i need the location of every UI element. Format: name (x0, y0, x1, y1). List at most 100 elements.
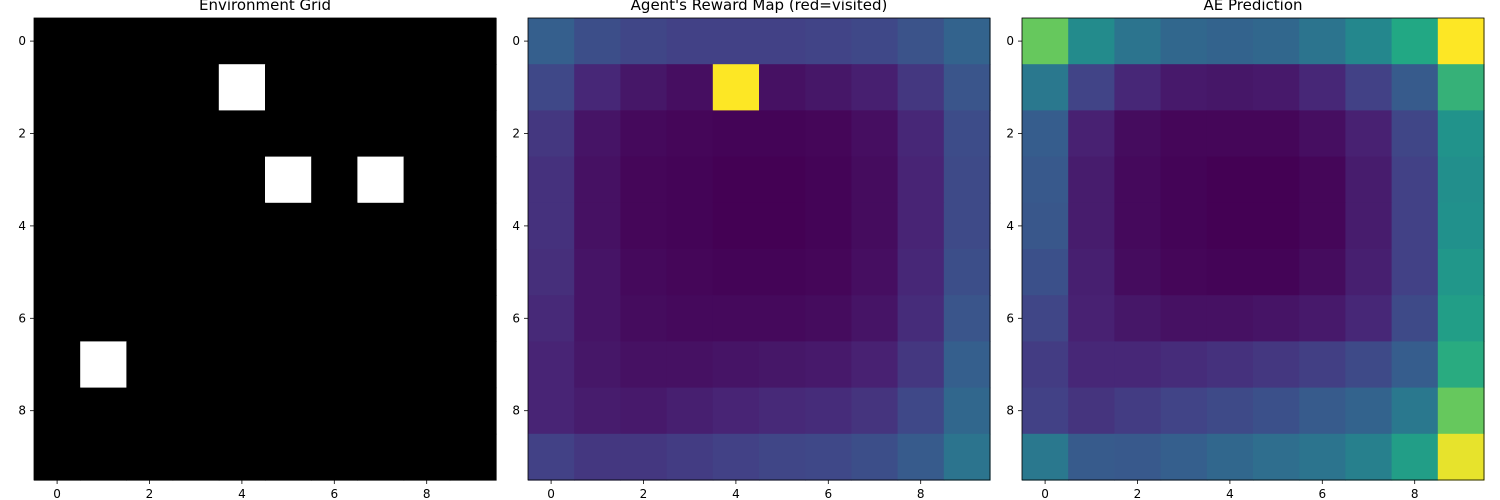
heatmap-cell (357, 110, 405, 158)
heatmap-cell (1299, 18, 1346, 65)
heatmap-cell (1206, 387, 1254, 435)
x-tick-label: 0 (547, 487, 555, 500)
y-tick-label: 8 (1006, 404, 1014, 418)
heatmap-cell (759, 341, 806, 389)
heatmap-cell (574, 295, 621, 342)
heatmap-cell (666, 433, 714, 481)
heatmap-cell (357, 433, 405, 481)
heatmap-cell (1114, 295, 1162, 342)
heatmap-cell (80, 433, 127, 481)
heatmap-cell (1114, 341, 1162, 389)
y-tick-label: 2 (512, 127, 520, 141)
heatmap-cell (1160, 18, 1208, 65)
heatmap-cell (897, 295, 945, 342)
heatmap-cell (218, 387, 266, 435)
heatmap-cell (357, 202, 405, 250)
heatmap-cell (34, 433, 81, 481)
heatmap-cell (265, 387, 312, 435)
heatmap-cell (666, 110, 714, 158)
heatmap-cell (897, 249, 945, 296)
y-tick-label: 4 (1006, 219, 1014, 233)
y-tick-label: 0 (1006, 34, 1014, 48)
heatmap-cell (80, 18, 127, 65)
heatmap-cell (943, 387, 991, 435)
heatmap-cell (218, 202, 266, 250)
heatmap-cell (1437, 433, 1485, 481)
heatmap-cell (759, 64, 806, 111)
heatmap-cell (172, 249, 220, 296)
panel-environment-grid: Environment Grid 0 2 4 6 8 0 2 4 6 8 (18, 0, 497, 500)
x-axis-ticks: 0 2 4 6 8 (547, 480, 925, 500)
heatmap-cell (851, 64, 899, 111)
heatmap-cell (1391, 387, 1439, 435)
heatmap-cell (34, 110, 81, 158)
heatmap-cell (1114, 202, 1162, 250)
heatmap-cell (1068, 341, 1115, 389)
heatmap-cell (265, 18, 312, 65)
y-tick-label: 0 (18, 34, 26, 48)
heatmap-cell (1299, 64, 1346, 111)
heatmap-cell (126, 433, 174, 481)
heatmap-cell (357, 156, 405, 204)
panel-title-environment-grid: Environment Grid (199, 0, 331, 14)
heatmap-cell (1068, 156, 1115, 204)
heatmap-cell (1068, 249, 1115, 296)
heatmap-cell (126, 387, 174, 435)
heatmap-cell (126, 341, 174, 389)
heatmap-cell (805, 110, 852, 158)
heatmap-cell (712, 18, 760, 65)
heatmap-cell (1068, 64, 1115, 111)
heatmap-cell (620, 202, 668, 250)
heatmap-cell (805, 18, 852, 65)
heatmap-cell (759, 110, 806, 158)
x-tick-label: 2 (640, 487, 648, 500)
heatmap-cell (1437, 387, 1485, 435)
heatmap-cell (403, 156, 451, 204)
heatmap-cell (620, 387, 668, 435)
heatmap-cell (311, 64, 358, 111)
heatmap-cell (1068, 110, 1115, 158)
heatmap-cell (126, 295, 174, 342)
heatmap-cell (712, 341, 760, 389)
heatmap-cell (666, 387, 714, 435)
panel-reward-map: Agent's Reward Map (red=visited) 0 2 4 6 8 0… (512, 0, 991, 500)
heatmap-cell (1437, 249, 1485, 296)
heatmap-cell (1437, 295, 1485, 342)
heatmap-cell (1253, 341, 1300, 389)
heatmap-cell (311, 433, 358, 481)
heatmap-cell (1391, 156, 1439, 204)
heatmap-cell (449, 156, 497, 204)
heatmap-cell (1206, 341, 1254, 389)
heatmap-cell (1022, 387, 1069, 435)
heatmap-cell (1114, 156, 1162, 204)
heatmap-cell (449, 110, 497, 158)
heatmap-cell (172, 433, 220, 481)
heatmap-cell (759, 156, 806, 204)
heatmap-cell (943, 341, 991, 389)
heatmap-cell (712, 433, 760, 481)
heatmap-cell (620, 110, 668, 158)
heatmap-cell (218, 18, 266, 65)
heatmap-cell (1437, 341, 1485, 389)
heatmap-cell (1022, 433, 1069, 481)
heatmap-cell (1391, 110, 1439, 158)
heatmap-cell (805, 64, 852, 111)
heatmap-cell (851, 433, 899, 481)
heatmap-cell (759, 433, 806, 481)
heatmap-cell (311, 249, 358, 296)
heatmap-cell (943, 249, 991, 296)
heatmap-cell (34, 249, 81, 296)
heatmap-cell (449, 341, 497, 389)
heatmap-cell (528, 156, 575, 204)
heatmap-cell (34, 202, 81, 250)
heatmap-cell (265, 295, 312, 342)
heatmap-cell (403, 202, 451, 250)
heatmap-cell (805, 387, 852, 435)
heatmap-cell (80, 387, 127, 435)
heatmap-cell (172, 156, 220, 204)
heatmap-cell (1299, 295, 1346, 342)
heatmap-cell (311, 387, 358, 435)
heatmap-cell (403, 18, 451, 65)
heatmap-cell (34, 387, 81, 435)
heatmap-cell (1022, 341, 1069, 389)
